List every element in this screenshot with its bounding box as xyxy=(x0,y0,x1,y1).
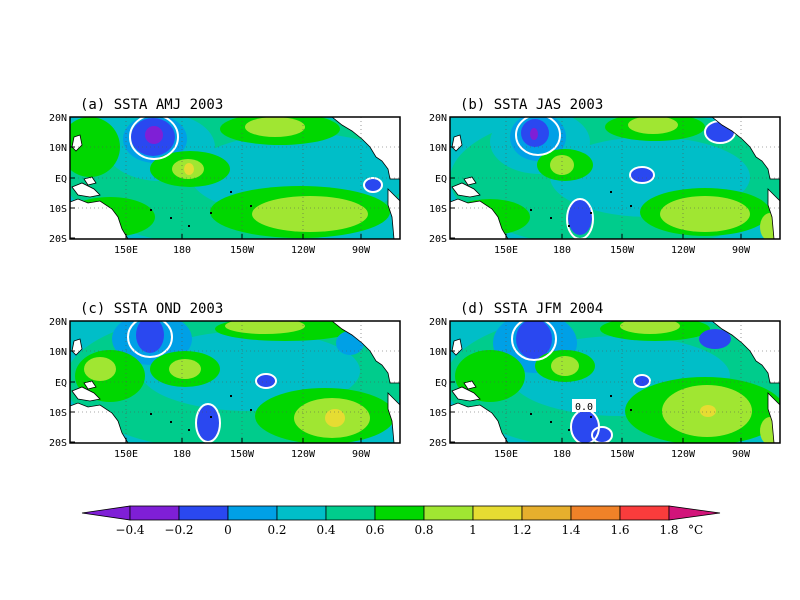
lat-tick-label: 20N xyxy=(49,317,67,328)
colorbar-tick-label: −0.2 xyxy=(164,523,193,537)
lon-tick-label: 120W xyxy=(291,245,316,256)
lat-tick-label: 10N xyxy=(429,347,447,358)
lon-tick-label: 90W xyxy=(732,449,751,460)
colorbar-segment xyxy=(668,505,721,521)
lat-tick-label: 10S xyxy=(429,204,447,215)
map-panel-3: (c) SSTA OND 2003 20N 10N EQ 10S 20S 150E 180 15… xyxy=(49,301,401,460)
panel-title: (b) SSTA JAS 2003 xyxy=(460,97,603,113)
ssta-field xyxy=(450,321,780,443)
lat-tick-label: EQ xyxy=(435,378,447,389)
lat-tick-label: 20S xyxy=(49,234,67,245)
map-panel-2: (b) SSTA JAS 2003 20N 10N EQ 10S 20S 150E 180 15… xyxy=(429,97,781,256)
colorbar-tick-label: 0.8 xyxy=(414,523,433,537)
colorbar-tick-label: 1.2 xyxy=(512,523,531,537)
gridlines xyxy=(70,117,400,239)
zero-contour xyxy=(127,321,277,443)
lon-tick-label: 150W xyxy=(230,449,255,460)
land-mask xyxy=(70,117,400,239)
lat-tick-label: 20S xyxy=(429,438,447,449)
panel-title: (a) SSTA AMJ 2003 xyxy=(80,97,223,113)
lon-tick-label: 120W xyxy=(671,245,696,256)
gridlines xyxy=(450,117,780,239)
colorbar-tick-label: 1.4 xyxy=(561,523,580,537)
colorbar-tick-label: 0 xyxy=(224,523,232,537)
colorbar-segment xyxy=(570,505,621,521)
lat-tick-label: 10N xyxy=(429,143,447,154)
lon-tick-label: 90W xyxy=(352,449,371,460)
colorbar: −0.4 −0.2 0 0.2 0.4 0.6 0.8 1 1.2 1.4 1.6 1.8 °C xyxy=(81,505,721,537)
map-panel-4: (d) SSTA JFM 2004 20N 10N EQ 10S 20S 150E 180 15… xyxy=(429,301,781,460)
panel-title: (c) SSTA OND 2003 xyxy=(80,301,223,317)
lat-tick-label: EQ xyxy=(55,378,67,389)
lon-tick-label: 150E xyxy=(114,449,138,460)
colorbar-segment xyxy=(472,505,523,521)
colorbar-tick-label: 0.4 xyxy=(316,523,335,537)
lon-tick-label: 150E xyxy=(494,245,518,256)
lon-tick-label: 90W xyxy=(732,245,751,256)
gridlines xyxy=(70,321,400,443)
lon-tick-label: 90W xyxy=(352,245,371,256)
colorbar-segment xyxy=(227,505,278,521)
lon-tick-label: 150W xyxy=(610,245,635,256)
lon-tick-label: 150E xyxy=(494,449,518,460)
lat-tick-label: 10N xyxy=(49,143,67,154)
svg-text:0.0: 0.0 xyxy=(575,402,593,413)
colorbar-segment xyxy=(178,505,229,521)
lat-tick-label: 20S xyxy=(49,438,67,449)
land-mask xyxy=(450,117,780,239)
lon-tick-label: 150W xyxy=(230,245,255,256)
ssta-field xyxy=(70,117,400,239)
lat-tick-label: 20N xyxy=(429,113,447,124)
lon-tick-label: 180 xyxy=(553,245,571,256)
lon-tick-label: 150E xyxy=(114,245,138,256)
colorbar-tick-label: 1.8 xyxy=(659,523,678,537)
colorbar-segment xyxy=(81,505,131,521)
lat-tick-label: 20S xyxy=(429,234,447,245)
colorbar-tick-label: −0.4 xyxy=(115,523,145,537)
map-panel-1: (a) SSTA AMJ 2003 20N 10N EQ 10S 20S 150E 180 15… xyxy=(49,97,401,256)
lat-tick-label: 20N xyxy=(429,317,447,328)
colorbar-segment xyxy=(325,505,376,521)
lon-tick-label: 120W xyxy=(291,449,316,460)
lon-tick-label: 180 xyxy=(553,449,571,460)
colorbar-tick-label: 1 xyxy=(469,523,477,537)
colorbar-tick-label: 0.6 xyxy=(365,523,384,537)
ssta-field xyxy=(450,117,780,239)
contour-label: 0.0 xyxy=(572,399,596,413)
ssta-field xyxy=(70,321,400,443)
lon-tick-label: 120W xyxy=(671,449,696,460)
colorbar-unit: °C xyxy=(688,523,703,537)
lat-tick-label: 20N xyxy=(49,113,67,124)
zero-contour xyxy=(129,117,383,193)
lon-tick-label: 150W xyxy=(610,449,635,460)
lon-tick-label: 180 xyxy=(173,245,191,256)
colorbar-segment xyxy=(276,505,327,521)
lat-tick-label: 10S xyxy=(49,408,67,419)
lat-tick-label: 10N xyxy=(49,347,67,358)
lat-tick-label: 10S xyxy=(429,408,447,419)
colorbar-segment xyxy=(619,505,670,521)
colorbar-tick-label: 0.2 xyxy=(267,523,286,537)
colorbar-segment xyxy=(374,505,425,521)
colorbar-segment xyxy=(521,505,572,521)
lat-tick-label: EQ xyxy=(435,174,447,185)
lat-tick-label: 10S xyxy=(49,204,67,215)
lon-tick-label: 180 xyxy=(173,449,191,460)
colorbar-segment xyxy=(423,505,474,521)
lat-tick-label: EQ xyxy=(55,174,67,185)
colorbar-tick-label: 1.6 xyxy=(610,523,629,537)
gridlines xyxy=(450,321,780,443)
colorbar-segment xyxy=(129,505,180,521)
land-mask xyxy=(450,321,780,443)
panel-title: (d) SSTA JFM 2004 xyxy=(460,301,603,317)
